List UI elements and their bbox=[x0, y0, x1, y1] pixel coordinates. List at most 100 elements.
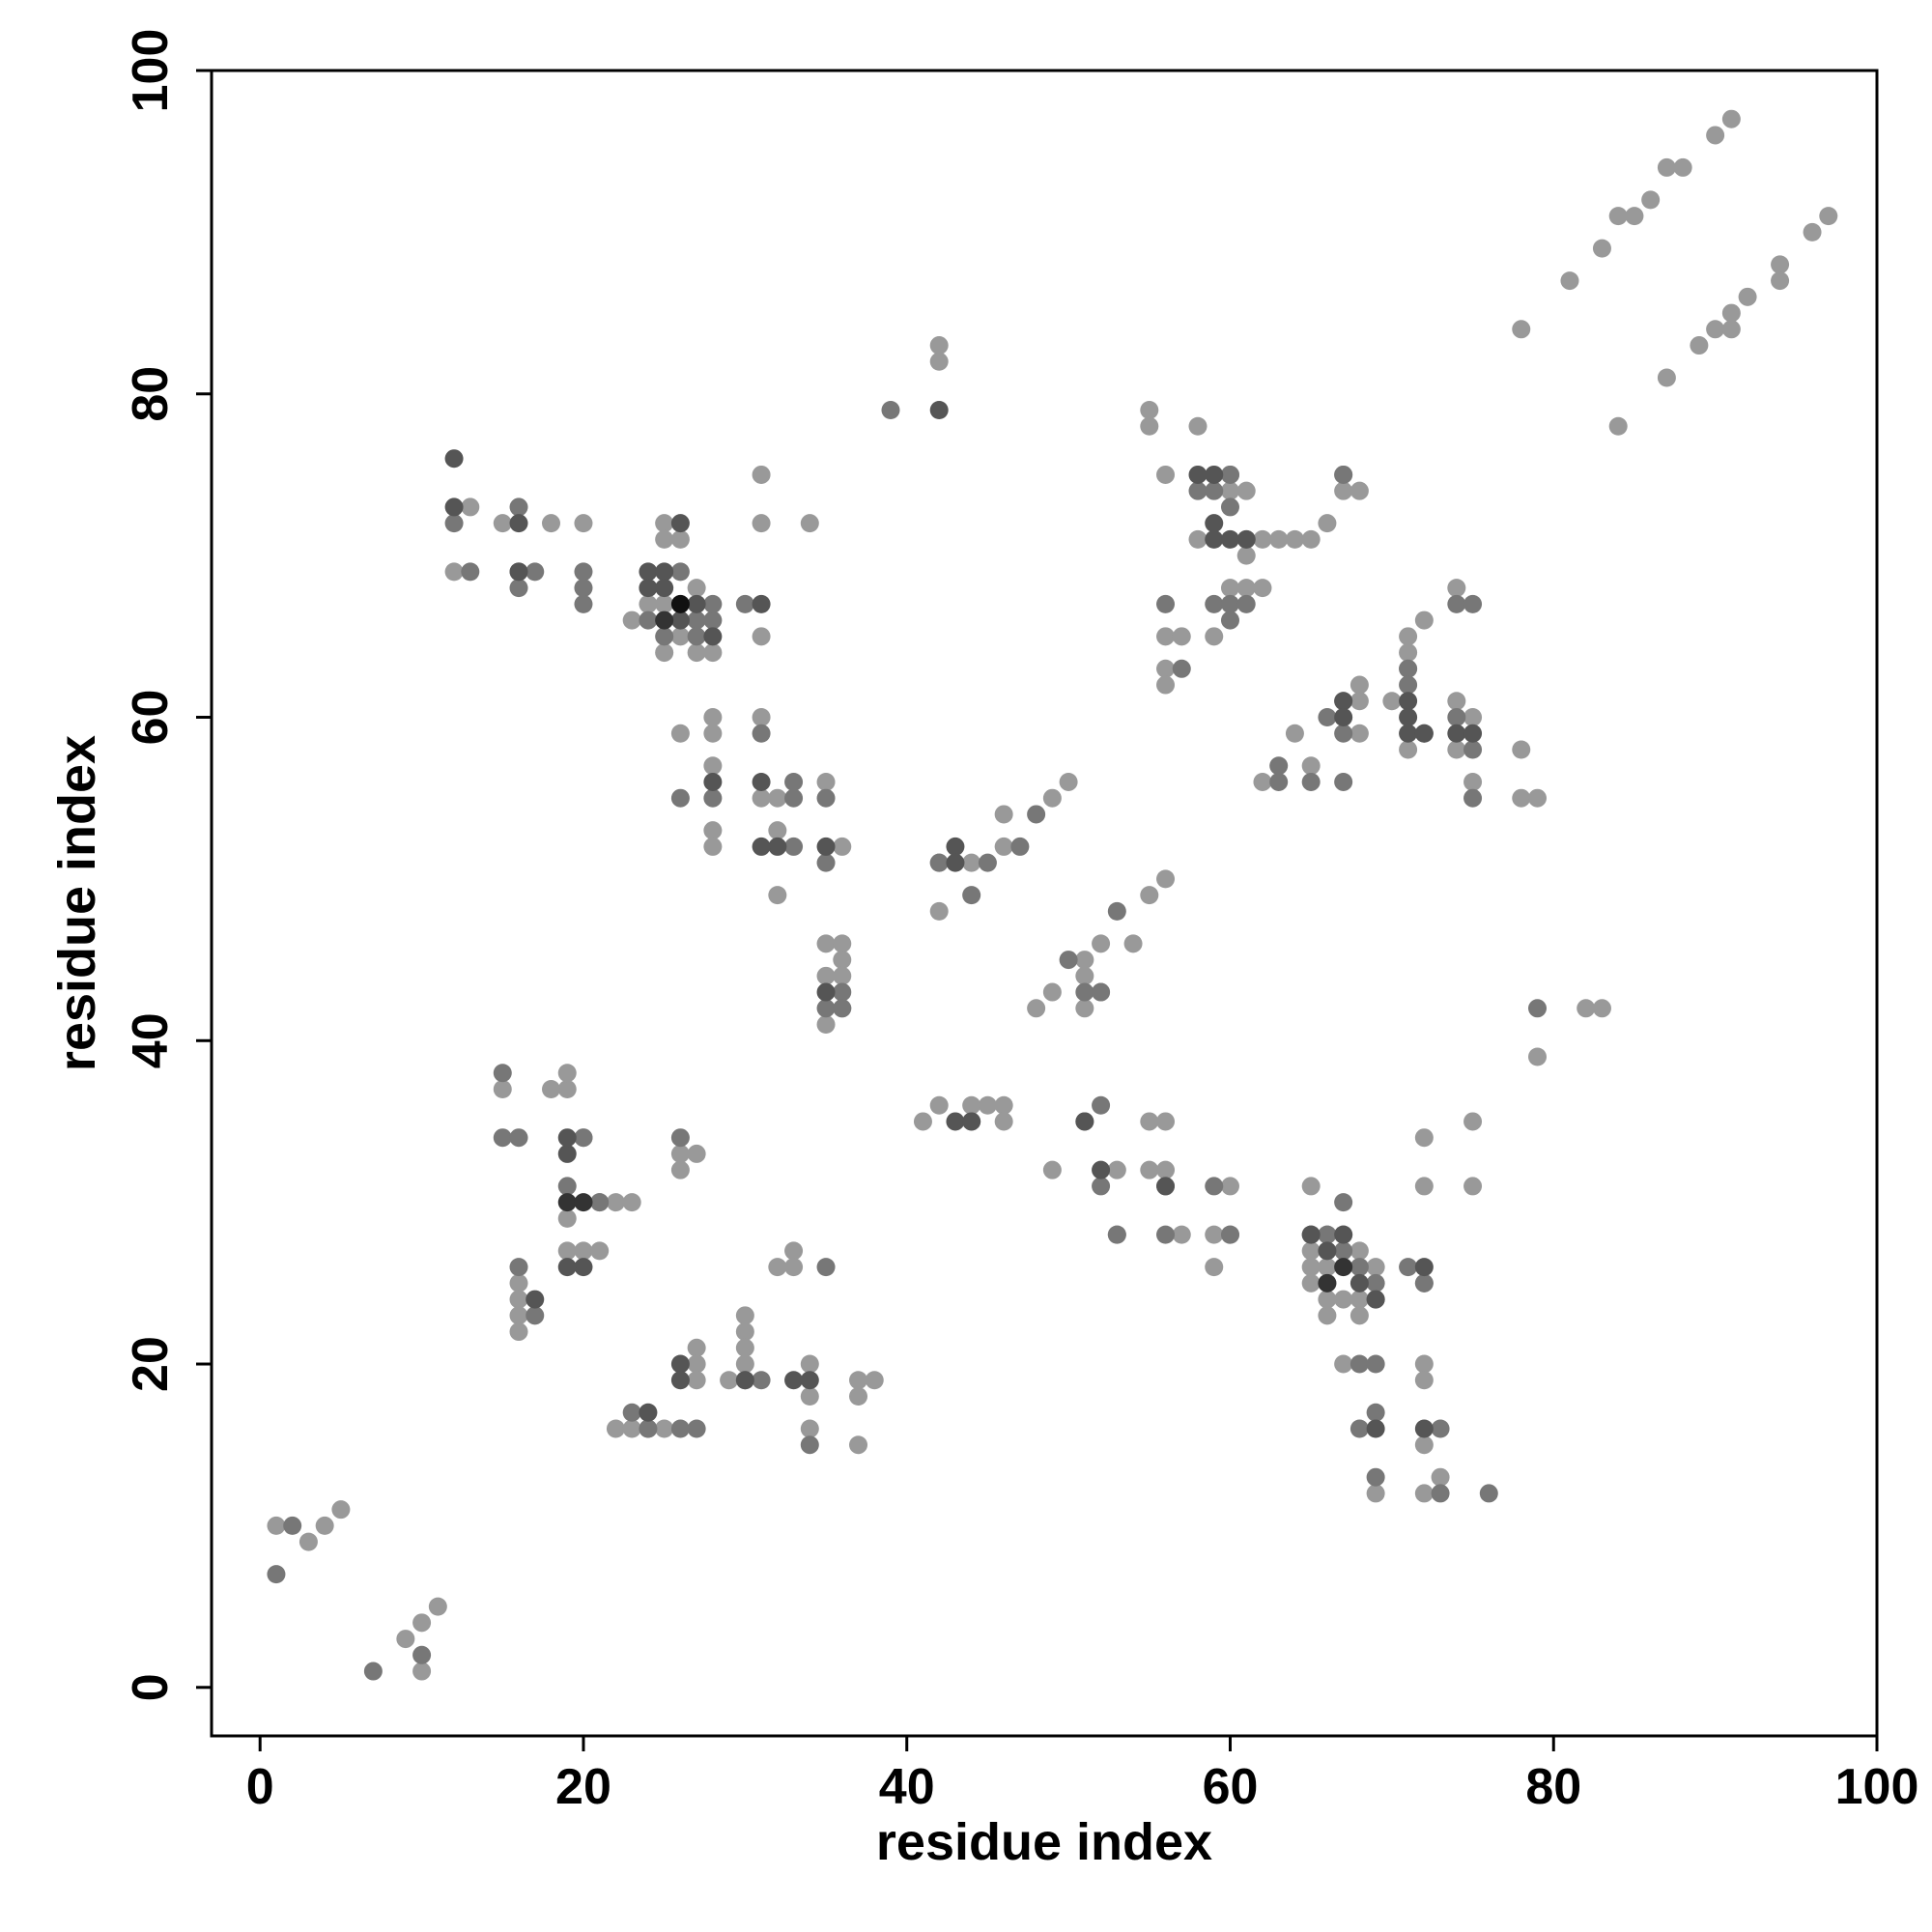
contact-point bbox=[526, 562, 545, 582]
contact-point bbox=[639, 611, 658, 630]
contact-point bbox=[655, 562, 674, 582]
contact-point bbox=[816, 853, 836, 872]
contact-point bbox=[752, 1371, 771, 1390]
contact-point bbox=[1334, 1225, 1353, 1244]
contact-point bbox=[1140, 1160, 1159, 1179]
contact-point bbox=[962, 886, 981, 905]
contact-point bbox=[509, 497, 528, 517]
contact-point bbox=[363, 1662, 383, 1681]
contact-point bbox=[752, 514, 771, 533]
contact-point bbox=[1366, 1354, 1385, 1374]
contact-point bbox=[800, 1354, 819, 1374]
contact-point bbox=[1027, 805, 1046, 824]
contact-point bbox=[1690, 336, 1709, 355]
contact-point bbox=[1075, 966, 1094, 985]
contact-point bbox=[752, 837, 771, 856]
contact-point bbox=[574, 562, 593, 582]
contact-point bbox=[1447, 594, 1466, 613]
contact-point bbox=[557, 1208, 577, 1228]
contact-point bbox=[735, 594, 754, 613]
contact-point bbox=[962, 1095, 981, 1115]
contact-point bbox=[1236, 594, 1256, 613]
contact-point bbox=[1220, 481, 1239, 500]
contact-point bbox=[1092, 1160, 1111, 1179]
contact-point bbox=[1350, 1419, 1369, 1438]
contact-point bbox=[639, 562, 658, 582]
contact-point bbox=[267, 1516, 286, 1535]
contact-point bbox=[1285, 724, 1304, 743]
contact-point bbox=[994, 1095, 1013, 1115]
contact-point bbox=[1334, 1258, 1353, 1277]
contact-point bbox=[1382, 692, 1402, 711]
contact-point bbox=[670, 529, 690, 549]
contact-point bbox=[1318, 1273, 1337, 1293]
contact-point bbox=[1220, 579, 1239, 598]
contact-point bbox=[670, 788, 690, 808]
contact-point bbox=[703, 594, 723, 613]
contact-point bbox=[1350, 692, 1369, 711]
contact-point bbox=[1318, 1241, 1337, 1261]
contact-point bbox=[655, 579, 674, 598]
contact-point bbox=[735, 1322, 754, 1342]
plot-frame bbox=[210, 69, 1879, 1738]
contact-point bbox=[1042, 1160, 1062, 1179]
contact-point bbox=[670, 1354, 690, 1374]
contact-point bbox=[574, 1258, 593, 1277]
contact-point bbox=[1414, 1484, 1434, 1503]
contact-point bbox=[639, 579, 658, 598]
contact-point bbox=[1092, 982, 1111, 1002]
contact-point bbox=[1528, 788, 1548, 808]
contact-point bbox=[929, 1095, 949, 1115]
contact-point bbox=[1334, 724, 1353, 743]
contact-point bbox=[1463, 708, 1483, 727]
contact-point bbox=[929, 400, 949, 419]
contact-point bbox=[800, 1387, 819, 1406]
contact-point bbox=[670, 562, 690, 582]
contact-point bbox=[1156, 1225, 1176, 1244]
contact-point bbox=[509, 1258, 528, 1277]
contact-point bbox=[1399, 740, 1418, 759]
contact-point bbox=[574, 1128, 593, 1148]
contact-point bbox=[1608, 416, 1628, 436]
x-tick-label: 100 bbox=[1835, 1759, 1919, 1815]
contact-point bbox=[1172, 659, 1191, 678]
contact-point bbox=[816, 837, 836, 856]
contact-point bbox=[1414, 1258, 1434, 1277]
contact-point bbox=[735, 1354, 754, 1374]
contact-point bbox=[639, 594, 658, 613]
contact-point bbox=[1156, 594, 1176, 613]
contact-point bbox=[1301, 529, 1321, 549]
contact-point bbox=[1350, 1306, 1369, 1325]
contact-point bbox=[849, 1371, 868, 1390]
contact-point bbox=[1301, 756, 1321, 776]
contact-point bbox=[1399, 708, 1418, 727]
contact-point bbox=[1399, 675, 1418, 695]
x-tick-label: 60 bbox=[1203, 1759, 1259, 1815]
contact-point bbox=[526, 1306, 545, 1325]
contact-point bbox=[1188, 529, 1208, 549]
contact-point bbox=[1819, 207, 1838, 226]
contact-point bbox=[1399, 692, 1418, 711]
contact-point bbox=[1399, 643, 1418, 663]
contact-point bbox=[1657, 157, 1676, 177]
y-tick-label: 60 bbox=[123, 690, 179, 746]
contact-point bbox=[444, 562, 464, 582]
contact-point bbox=[622, 1403, 641, 1422]
contact-point bbox=[800, 1371, 819, 1390]
contact-point bbox=[1205, 627, 1224, 646]
contact-point bbox=[1188, 465, 1208, 484]
contact-point bbox=[978, 853, 997, 872]
contact-point bbox=[283, 1516, 302, 1535]
contact-point bbox=[1447, 692, 1466, 711]
contact-point bbox=[557, 1064, 577, 1083]
contact-point bbox=[1205, 465, 1224, 484]
contact-point bbox=[687, 643, 706, 663]
contact-point bbox=[1399, 627, 1418, 646]
contact-point bbox=[962, 853, 981, 872]
contact-point bbox=[1350, 1354, 1369, 1374]
contact-point bbox=[1414, 724, 1434, 743]
contact-point bbox=[1092, 1177, 1111, 1196]
contact-point bbox=[768, 837, 787, 856]
